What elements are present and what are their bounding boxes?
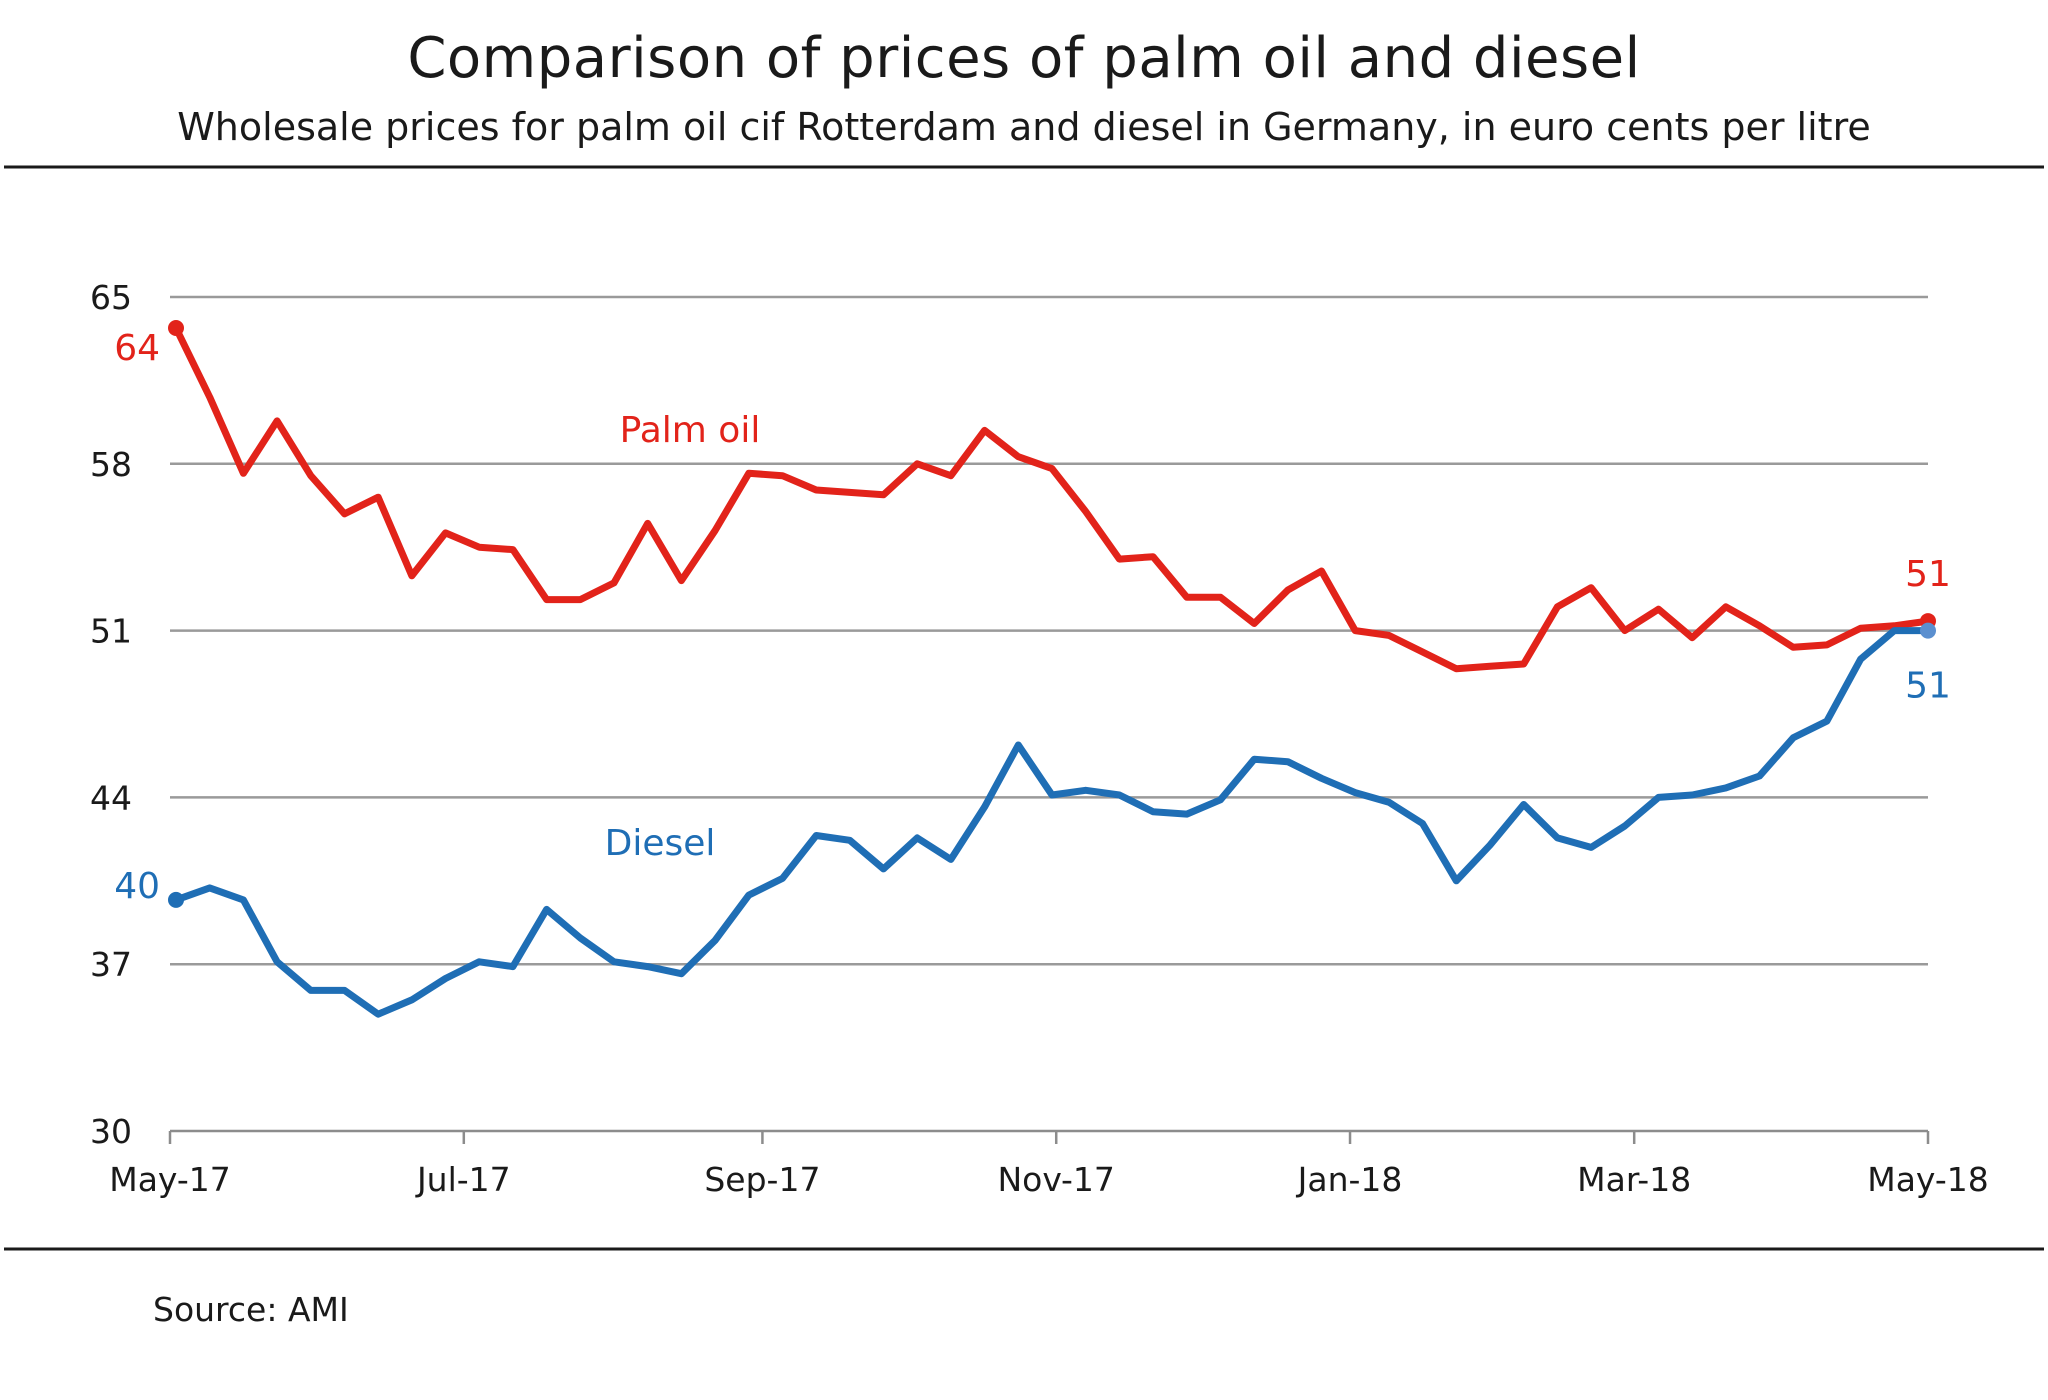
y-tick-label-37: 37: [90, 945, 132, 984]
chart-source: Source: AMI: [153, 1290, 349, 1329]
chart-subtitle: Wholesale prices for palm oil cif Rotter…: [177, 105, 1871, 149]
diesel-series-label: Diesel: [605, 823, 716, 864]
x-tick-label-may-18: May-18: [1867, 1160, 1989, 1199]
palm-oil-series-label: Palm oil: [620, 410, 761, 451]
chart-title: Comparison of prices of palm oil and die…: [407, 26, 1641, 91]
series-lines: [168, 319, 1936, 1018]
diesel-start-point: [168, 891, 184, 908]
y-axis-ticks: 30 37 44 51 58 65: [90, 278, 132, 1151]
y-tick-label-51: 51: [90, 612, 132, 651]
palm-oil-start-label: 64: [114, 328, 160, 369]
y-tick-label-30: 30: [90, 1112, 132, 1151]
x-tick-label-mar-18: Mar-18: [1577, 1160, 1691, 1199]
x-tick-label-may-17: May-17: [109, 1160, 231, 1199]
y-tick-label-58: 58: [90, 445, 132, 484]
y-tick-label-65: 65: [90, 278, 132, 317]
palm-oil-line: [172, 324, 1932, 673]
x-tick-label-sep-17: Sep-17: [704, 1160, 820, 1199]
x-tick-label-nov-17: Nov-17: [998, 1160, 1115, 1199]
x-tick-label-jan-18: Jan-18: [1296, 1160, 1403, 1199]
gridlines: [170, 295, 1928, 966]
diesel-start-label: 40: [114, 866, 160, 907]
palm-oil-end-label: 51: [1905, 554, 1951, 595]
diesel-line: [172, 627, 1932, 1018]
x-tick-label-jul-17: Jul-17: [415, 1160, 511, 1199]
palm-oil-start-point: [168, 319, 184, 336]
x-axis: May-17 Jul-17 Sep-17 Nov-17 Jan-18 Mar-18 May-…: [109, 1129, 1989, 1199]
series-labels: 64 51 40 51 Palm oil Diesel: [114, 328, 1951, 907]
diesel-end-label: 51: [1905, 666, 1951, 707]
diesel-end-point: [1920, 622, 1936, 639]
y-tick-label-44: 44: [90, 778, 132, 817]
